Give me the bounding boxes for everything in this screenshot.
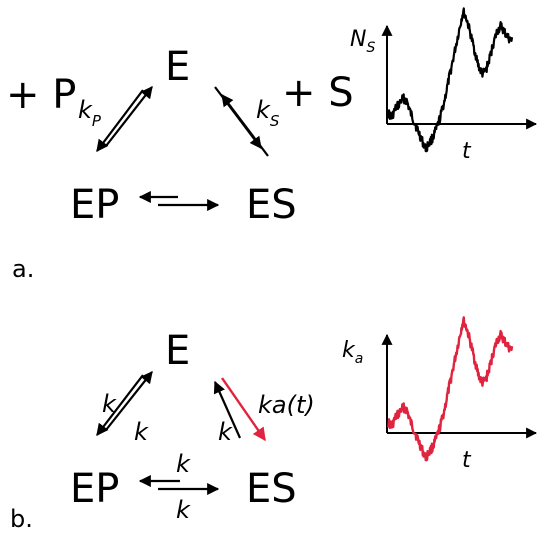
plus-S-label: + S (282, 70, 354, 116)
arrow-E-to-EP-b (96, 374, 144, 436)
arrow-E-to-EP-a (96, 89, 144, 152)
species-ES-b: ES (246, 466, 297, 512)
arrow-E-to-ES-red (221, 377, 266, 442)
ylabel-b: ka (342, 338, 363, 367)
panel-b: E EP ES k k k ka(t) k k b. ka t (10, 316, 538, 533)
rate-ka-t: ka(t) (258, 391, 315, 419)
arrow-EP-to-E-a (105, 86, 153, 147)
arrow-EP-to-E-b (105, 371, 153, 431)
trace-ka (386, 316, 514, 462)
plot-b: ka t (342, 316, 538, 473)
panel-label-b: b. (10, 505, 33, 533)
ylabel-a: NS (350, 27, 375, 56)
rate-k-top: k (176, 450, 191, 478)
xlabel-b: t (462, 448, 472, 473)
rate-k-left-inner: k (134, 418, 149, 446)
species-EP-a: EP (70, 182, 119, 228)
rate-k-right-inner: k (218, 418, 233, 446)
arrow-ES-to-E-a (221, 94, 269, 157)
species-ES-a: ES (246, 182, 297, 228)
arrow-ES-to-E-b (213, 380, 242, 439)
rate-kS: kS (256, 96, 280, 130)
species-EP-b: EP (70, 466, 119, 512)
species-E-a: E (165, 44, 190, 90)
plot-a: NS t (350, 7, 538, 164)
plus-P-label: + P (6, 72, 76, 118)
species-E-b: E (165, 328, 190, 374)
xlabel-a: t (462, 139, 472, 164)
rate-k-bottom: k (176, 496, 191, 524)
rate-k-left-outer: k (102, 390, 117, 418)
rate-kP: kP (78, 96, 102, 130)
panel-a: E EP ES + P + S kP kS a. NS t (6, 7, 538, 283)
panel-label-a: a. (12, 255, 34, 283)
trace-NS (387, 7, 514, 153)
